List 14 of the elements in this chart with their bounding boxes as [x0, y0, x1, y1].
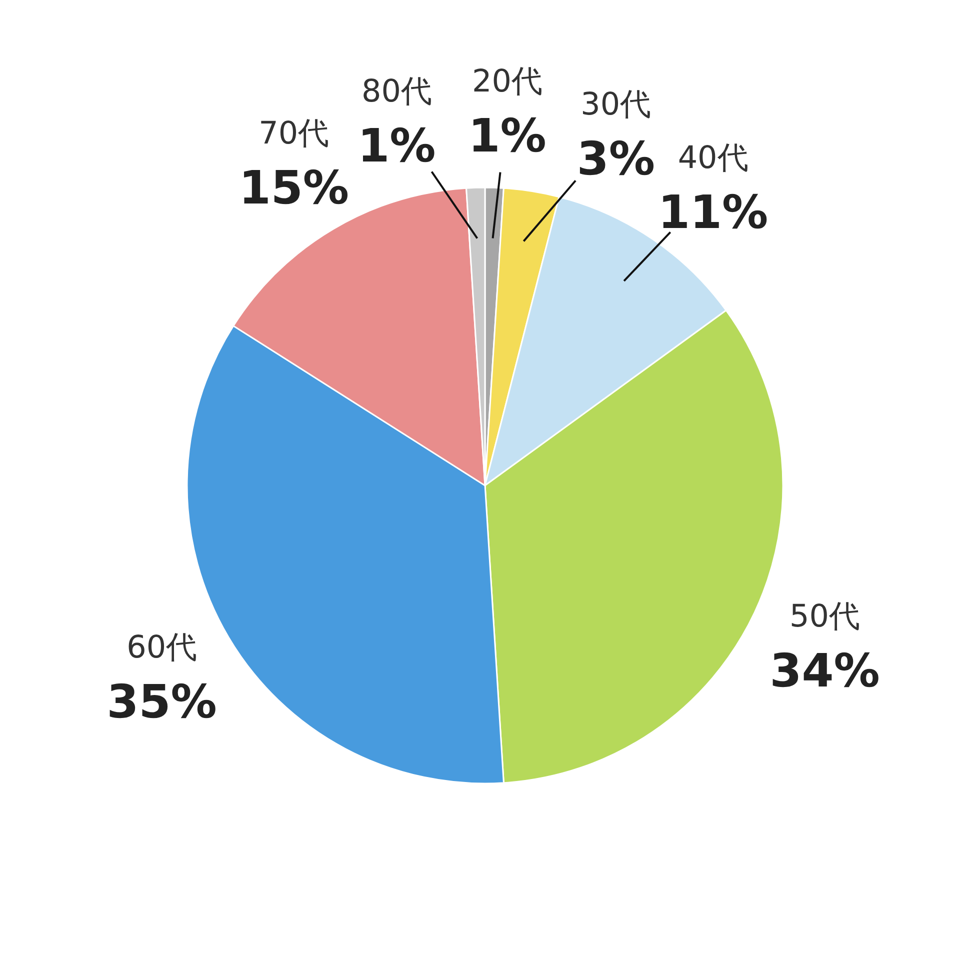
data-label: 3%	[576, 132, 655, 186]
slice-label: 50代	[790, 598, 860, 634]
slice-label: 30代	[580, 86, 652, 123]
slice-label: 70代	[258, 115, 330, 152]
data-label: 34%	[770, 643, 880, 698]
data-label: 1%	[468, 108, 546, 163]
data-label: 15%	[238, 160, 349, 214]
slice-label: 40代	[678, 140, 748, 176]
data-label: 11%	[658, 185, 768, 240]
slice-label: 80代	[361, 74, 432, 110]
data-label: 35%	[106, 674, 217, 729]
slice-label: 20代	[472, 64, 542, 100]
data-label: 1%	[358, 118, 436, 173]
slice-label: 60代	[126, 630, 198, 666]
